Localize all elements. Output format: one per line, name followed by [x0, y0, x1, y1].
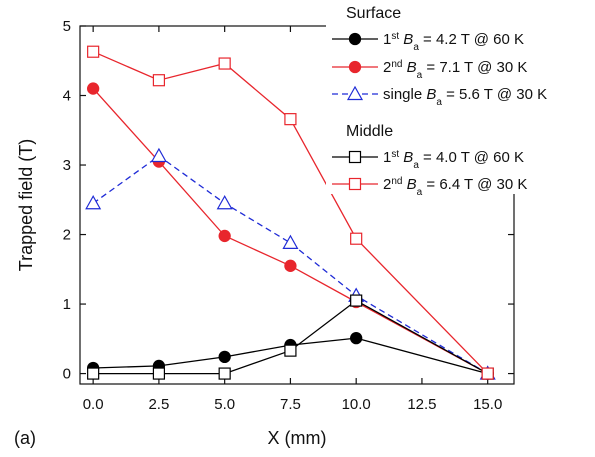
x-tick-label: 0.0 [83, 396, 104, 413]
x-tick-label: 7.5 [280, 396, 301, 413]
legend-label: 2nd Ba = 6.4 T @ 30 K [383, 176, 527, 198]
data-point [152, 74, 166, 87]
data-point [350, 232, 363, 245]
data-point [87, 82, 100, 95]
series-line [93, 337, 488, 375]
data-point [150, 147, 167, 163]
legend-label: single Ba = 5.6 T @ 30 K [383, 86, 547, 108]
data-point [85, 195, 102, 210]
data-point [87, 367, 100, 380]
series-line [92, 51, 489, 375]
x-tick-label: 2.5 [148, 396, 169, 413]
data-point [152, 367, 166, 380]
legend-marker [348, 177, 362, 191]
x-tick-label: 10.0 [342, 396, 371, 413]
y-tick-label: 2 [63, 227, 71, 244]
legend-marker [348, 150, 362, 164]
data-point [350, 331, 363, 345]
legend-box [326, 2, 592, 194]
legend-marker [348, 60, 362, 74]
x-tick-label: 12.5 [407, 396, 436, 413]
legend-label: 1st Ba = 4.0 T @ 60 K [383, 149, 524, 171]
legend-marker [346, 85, 364, 101]
x-tick-label: 15.0 [473, 396, 502, 413]
legend-marker [348, 32, 362, 46]
data-point [216, 195, 233, 210]
data-point [284, 344, 297, 357]
axis-ticks: 0.0 2.5 5.0 7.5 10.0 12.5 15.0 0 1 2 3 4 5 [63, 18, 514, 413]
panel-label: (a) [14, 428, 36, 448]
data-point [218, 367, 231, 380]
data-point [284, 113, 297, 126]
legend: Surface Middle 1st Ba = 4.2 T @ 60 K 2nd Ba… [326, 2, 592, 198]
y-tick-label: 3 [63, 157, 71, 174]
data-point [87, 45, 100, 58]
x-tick-label: 5.0 [214, 396, 235, 413]
data-point [282, 234, 299, 249]
x-axis-title: X (mm) [268, 428, 327, 448]
y-tick-label: 1 [63, 296, 71, 313]
series-line [92, 155, 489, 375]
legend-group-title: Surface [346, 5, 401, 22]
y-tick-label: 5 [63, 18, 71, 35]
y-tick-label: 0 [63, 366, 71, 383]
data-point [350, 294, 363, 307]
data-point [218, 229, 231, 243]
legend-label: 2nd Ba = 7.1 T @ 30 K [383, 59, 527, 81]
legend-group-title: Middle [346, 123, 393, 140]
series-line [93, 299, 489, 375]
series-layer [85, 45, 496, 380]
y-axis-title: Trapped field (T) [16, 139, 36, 271]
data-point [284, 259, 297, 272]
y-tick-label: 4 [63, 88, 71, 105]
data-point [218, 350, 231, 364]
series-line [92, 88, 489, 375]
series-4 [87, 45, 494, 380]
data-point [218, 57, 231, 70]
plot-frame [79, 25, 515, 385]
legend-label: 1st Ba = 4.2 T @ 60 K [383, 31, 524, 53]
data-point [481, 367, 494, 380]
